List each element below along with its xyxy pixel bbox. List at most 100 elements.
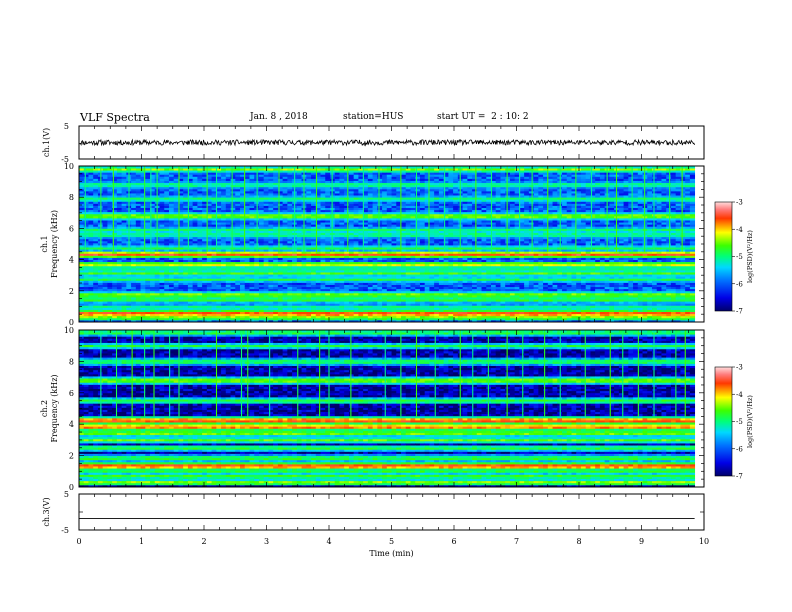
spectrogram-cell xyxy=(121,197,127,200)
spectrogram-cell xyxy=(79,309,85,312)
spectrogram-cell xyxy=(150,203,156,206)
spectrogram-cell xyxy=(116,182,123,186)
ch1-waveform-line xyxy=(78,138,695,147)
spectrogram-cell xyxy=(93,238,99,242)
spectrogram-cell xyxy=(140,294,146,298)
spectrogram-cell xyxy=(121,238,127,242)
spectrogram-cell xyxy=(88,272,94,275)
spectrogram-cell xyxy=(154,272,160,275)
spectrogram-cell xyxy=(102,311,108,315)
spectrogram-cell xyxy=(121,174,127,177)
spectrogram-cell xyxy=(102,234,108,238)
spectrogram-cell xyxy=(102,245,108,248)
spectrogram-cell xyxy=(145,286,151,290)
spectrogram-cell xyxy=(88,205,94,208)
spectrogram-cell xyxy=(79,261,85,265)
spectrogram-cell xyxy=(159,253,165,256)
spectrogram-cell xyxy=(173,197,179,200)
spectrogram-cell xyxy=(135,174,141,177)
spectrogram-cell xyxy=(168,259,175,263)
spectrogram-cell xyxy=(121,170,127,173)
spectrogram-cell xyxy=(164,249,170,252)
spectrogram-cell xyxy=(88,257,94,260)
spectrogram-cell xyxy=(88,265,94,269)
spectrogram-cell xyxy=(135,282,141,285)
spectrogram-cell xyxy=(107,305,113,308)
spectrogram-cell xyxy=(79,176,85,179)
spectrogram-cell xyxy=(93,195,99,198)
spectrogram-cell xyxy=(97,263,104,267)
spectrogram-cell xyxy=(79,199,85,202)
spectrogram-cell xyxy=(102,182,108,186)
spectrogram-cell xyxy=(79,195,85,198)
spectrogram-cell xyxy=(107,245,113,248)
spectrogram-cell xyxy=(107,211,113,215)
spectrogram-cell xyxy=(88,245,94,248)
spectrogram-cell xyxy=(112,236,118,240)
spectrogram-cell xyxy=(102,176,108,179)
spectrogram-cell xyxy=(164,251,170,254)
spectrogram-cell xyxy=(154,297,160,300)
spectrogram-cell xyxy=(168,290,175,294)
spectrogram-cell xyxy=(116,274,123,277)
spectrogram-cell xyxy=(178,311,184,315)
spectrogram-cell xyxy=(79,209,85,213)
spectrogram-cell xyxy=(107,203,113,206)
spectrogram-cell xyxy=(173,234,179,238)
spectrogram-cell xyxy=(131,232,137,236)
spectrogram-cell xyxy=(159,209,165,213)
spectrogram-cell xyxy=(112,272,118,275)
spectrogram-cell xyxy=(102,226,108,229)
spectrogram-cell xyxy=(102,303,108,306)
spectrogram-cell xyxy=(150,230,156,233)
spectrogram-cell xyxy=(121,220,127,223)
spectrogram-cell xyxy=(140,197,146,200)
spectrogram-cell xyxy=(121,213,127,217)
spectrogram-cell xyxy=(150,238,156,242)
spectrogram-cell xyxy=(102,319,108,323)
spectrogram-cell xyxy=(112,259,118,263)
spectrogram-cell xyxy=(135,251,141,254)
spectrogram-cell xyxy=(168,297,175,300)
spectrogram-cell xyxy=(112,261,118,265)
spectrogram-cell xyxy=(135,190,141,194)
spectrogram-cell xyxy=(131,261,137,265)
spectrogram-cell xyxy=(164,288,170,292)
spectrogram-cell xyxy=(112,211,118,215)
spectrogram-cell xyxy=(121,257,127,260)
spectrogram-cell xyxy=(121,215,127,219)
spectrogram-cell xyxy=(173,236,179,240)
spectrogram-cell xyxy=(168,201,175,204)
spectrogram-cell xyxy=(131,305,137,308)
spectrogram-cell xyxy=(83,278,89,281)
spectrogram-cell xyxy=(112,299,118,302)
spectrogram-cell xyxy=(126,311,132,315)
spectrogram-cell xyxy=(102,253,108,256)
spectrogram-cell xyxy=(88,280,94,283)
spectrogram-cell xyxy=(121,207,127,211)
spectrogram-cell xyxy=(102,313,108,317)
spectrogram-cell xyxy=(107,270,113,273)
spectrogram-cell xyxy=(121,301,127,304)
spectrogram-cell xyxy=(102,305,108,308)
spectrogram-cell xyxy=(150,259,156,263)
spectrogram-cell xyxy=(159,299,165,302)
spectrogram-cell xyxy=(164,253,170,256)
spectrogram-cell xyxy=(116,292,123,296)
spectrogram-cell xyxy=(97,311,104,315)
spectrogram-cell xyxy=(102,276,108,279)
spectrogram-cell xyxy=(159,284,165,288)
spectrogram-cell xyxy=(150,245,156,248)
spectrogram-cell xyxy=(126,253,132,256)
spectrogram-cell xyxy=(121,297,127,300)
spectrogram-cell xyxy=(102,228,108,231)
spectrogram-cell xyxy=(159,215,165,219)
spectrogram-cell xyxy=(140,207,146,211)
spectrogram-cell xyxy=(79,166,85,169)
spectrogram-cell xyxy=(88,290,94,294)
spectrogram-cell xyxy=(140,272,146,275)
spectrogram-cell xyxy=(112,195,118,198)
spectrogram-cell xyxy=(79,224,85,227)
spectrogram-cell xyxy=(140,176,146,179)
